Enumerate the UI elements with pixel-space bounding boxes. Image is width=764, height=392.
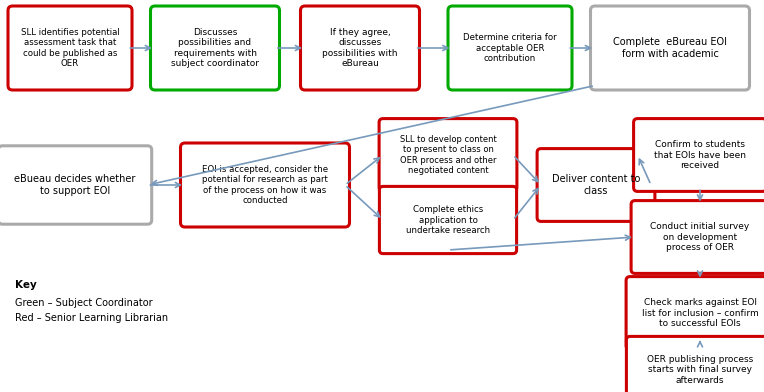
FancyBboxPatch shape [448, 6, 572, 90]
Text: Check marks against EOI
list for inclusion – confirm
to successful EOIs: Check marks against EOI list for inclusi… [642, 298, 759, 328]
Text: SLL to develop content
to present to class on
OER process and other
negotiated c: SLL to develop content to present to cla… [400, 135, 497, 175]
Text: Complete  eBureau EOI
form with academic: Complete eBureau EOI form with academic [613, 37, 727, 59]
FancyBboxPatch shape [537, 149, 655, 221]
Text: SLL identifies potential
assessment task that
could be published as
OER: SLL identifies potential assessment task… [21, 28, 119, 68]
Text: Complete ethics
application to
undertake research: Complete ethics application to undertake… [406, 205, 490, 235]
Text: Conduct initial survey
on development
process of OER: Conduct initial survey on development pr… [650, 222, 749, 252]
FancyBboxPatch shape [626, 336, 764, 392]
Text: Red – Senior Learning Librarian: Red – Senior Learning Librarian [15, 313, 168, 323]
FancyBboxPatch shape [379, 119, 517, 191]
FancyBboxPatch shape [380, 187, 516, 254]
Text: EOI is accepted, consider the
potential for research as part
of the process on h: EOI is accepted, consider the potential … [202, 165, 328, 205]
Text: Deliver content to
class: Deliver content to class [552, 174, 640, 196]
Text: Green – Subject Coordinator: Green – Subject Coordinator [15, 298, 153, 308]
FancyBboxPatch shape [626, 277, 764, 349]
Text: OER publishing process
starts with final survey
afterwards: OER publishing process starts with final… [647, 355, 753, 385]
Text: If they agree,
discusses
possibilities with
eBureau: If they agree, discusses possibilities w… [322, 28, 398, 68]
FancyBboxPatch shape [591, 6, 749, 90]
FancyBboxPatch shape [0, 146, 152, 224]
Text: Key: Key [15, 280, 37, 290]
FancyBboxPatch shape [631, 201, 764, 273]
Text: Determine criteria for
acceptable OER
contribution: Determine criteria for acceptable OER co… [463, 33, 557, 63]
Text: eBueau decides whether
to support EOI: eBueau decides whether to support EOI [15, 174, 136, 196]
FancyBboxPatch shape [151, 6, 280, 90]
Text: Discusses
possibilities and
requirements with
subject coordinator: Discusses possibilities and requirements… [171, 28, 259, 68]
FancyBboxPatch shape [180, 143, 349, 227]
FancyBboxPatch shape [8, 6, 132, 90]
Text: Confirm to students
that EOIs have been
received: Confirm to students that EOIs have been … [654, 140, 746, 170]
FancyBboxPatch shape [300, 6, 419, 90]
FancyBboxPatch shape [633, 119, 764, 191]
